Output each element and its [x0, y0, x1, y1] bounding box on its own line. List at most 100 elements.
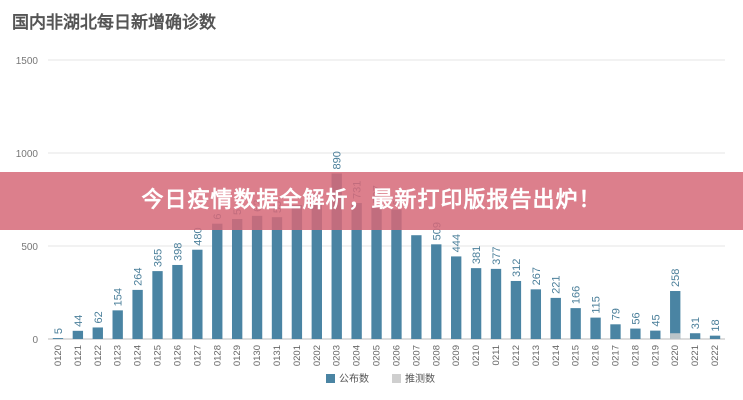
data-label: 398	[172, 243, 184, 261]
bar-0213	[530, 289, 542, 339]
x-tick-label: 0222	[710, 345, 721, 366]
x-tick-label: 0130	[252, 345, 263, 366]
x-tick-label: 0213	[531, 345, 542, 366]
bar-0216	[590, 317, 601, 339]
data-label: 31	[690, 317, 702, 329]
data-label: 312	[511, 259, 523, 277]
x-tick-label: 0122	[93, 345, 104, 366]
data-label: 5	[53, 328, 65, 334]
data-label: 115	[591, 296, 603, 314]
bar-0201	[291, 205, 303, 339]
data-label: 221	[551, 276, 563, 294]
data-label: 444	[451, 234, 463, 252]
bar-0215	[570, 308, 581, 339]
bar-0129	[231, 219, 243, 339]
data-label: 56	[630, 312, 642, 324]
bar-0127	[192, 249, 203, 339]
bar-0207	[411, 235, 422, 339]
x-tick-label: 0221	[690, 345, 701, 366]
legend-label: 推测数	[405, 372, 435, 385]
x-tick-label: 0215	[571, 345, 582, 366]
x-tick-label: 0127	[192, 345, 203, 366]
bar-0206	[391, 209, 402, 339]
x-tick-label: 0211	[491, 345, 502, 365]
x-tick-label: 0129	[232, 345, 243, 366]
bar-0130	[251, 215, 263, 339]
legend-swatch	[392, 374, 401, 383]
y-tick-label: 500	[21, 242, 38, 253]
x-tick-label: 0212	[511, 345, 522, 366]
bar-0214	[550, 297, 561, 339]
x-tick-label: 0128	[212, 345, 223, 366]
x-tick-label: 0216	[591, 345, 602, 366]
data-label: 264	[133, 268, 145, 286]
data-label: 44	[73, 315, 85, 327]
x-tick-label: 0208	[431, 345, 442, 366]
bar-0122	[92, 327, 103, 339]
headline-text: 今日疫情数据全解析，最新打印版报告出炉！	[141, 188, 602, 213]
bar-0203	[331, 173, 342, 339]
bar-0131	[271, 217, 283, 339]
bar-0208	[431, 244, 442, 339]
x-tick-label: 0131	[272, 345, 283, 366]
data-label: 267	[531, 267, 543, 285]
data-label: 381	[471, 246, 483, 264]
bar-0123	[112, 310, 123, 339]
bar-0222	[709, 335, 721, 339]
x-tick-label: 0217	[610, 345, 621, 366]
bar-0202	[311, 202, 322, 339]
bar-0217	[610, 324, 621, 339]
chart-title: 国内非湖北每日新增确诊数	[12, 13, 216, 33]
y-tick-label: 1500	[16, 56, 39, 67]
bar-0212	[510, 280, 522, 339]
data-label: 365	[153, 249, 165, 267]
y-tick-label: 1000	[16, 149, 39, 160]
bar-0120	[52, 338, 64, 339]
bar-0204	[351, 203, 362, 339]
data-label: 79	[610, 308, 622, 320]
data-label: 45	[650, 314, 662, 326]
bar-0209	[451, 256, 462, 339]
bar-0218	[630, 328, 641, 339]
x-tick-label: 0125	[153, 345, 164, 366]
x-tick-label: 0214	[551, 345, 562, 366]
data-label: 154	[113, 288, 125, 306]
x-tick-label: 0220	[670, 345, 681, 366]
x-tick-label: 0206	[391, 345, 402, 366]
data-label: 18	[710, 319, 722, 331]
bar-0124	[132, 289, 143, 339]
x-tick-label: 0204	[352, 345, 363, 366]
legend-label: 公布数	[339, 372, 369, 385]
bar-0205	[371, 207, 382, 339]
headline-banner: 今日疫情数据全解析，最新打印版报告出炉！	[0, 172, 743, 230]
x-tick-label: 0205	[372, 345, 383, 366]
data-label: 480	[192, 227, 204, 245]
x-tick-label: 0202	[312, 345, 323, 366]
data-label: 258	[670, 269, 682, 287]
x-tick-label: 0207	[411, 345, 422, 366]
bar-0121	[72, 330, 84, 339]
x-tick-label: 0210	[471, 345, 482, 366]
x-tick-label: 0218	[630, 345, 641, 366]
bar-0219	[650, 330, 661, 339]
data-label: 377	[491, 247, 503, 265]
x-tick-label: 0201	[292, 345, 303, 366]
x-tick-label: 0219	[650, 345, 661, 366]
y-tick-label: 0	[32, 335, 38, 346]
bar-estimate-0220	[670, 333, 681, 339]
data-label: 890	[332, 151, 344, 169]
bar-0221	[689, 333, 701, 339]
x-tick-label: 0126	[172, 345, 183, 366]
legend-swatch	[326, 374, 335, 383]
x-tick-label: 0203	[332, 345, 343, 366]
bar-0128	[212, 223, 223, 339]
x-tick-label: 0124	[133, 345, 144, 366]
bar-0220	[670, 291, 681, 339]
bar-0211	[490, 268, 502, 339]
x-tick-label: 0209	[451, 345, 462, 366]
data-label: 166	[571, 286, 583, 304]
x-tick-label: 0121	[73, 345, 84, 366]
data-label: 62	[93, 311, 105, 323]
bar-0125	[152, 271, 163, 339]
